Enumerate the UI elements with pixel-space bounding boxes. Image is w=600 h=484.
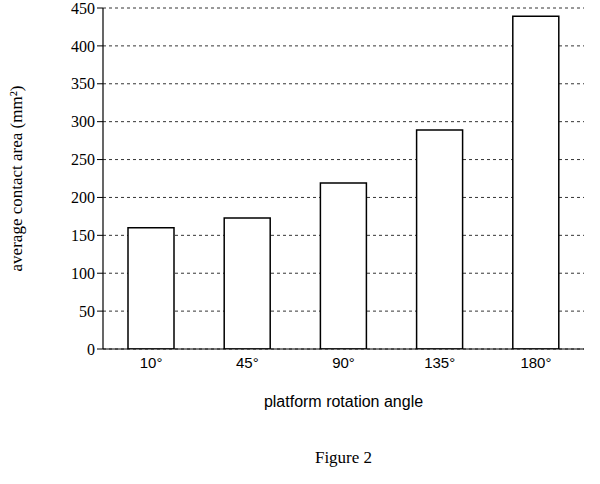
svg-text:150: 150 xyxy=(71,227,95,244)
svg-text:200: 200 xyxy=(71,189,95,206)
svg-text:350: 350 xyxy=(71,75,95,92)
svg-text:400: 400 xyxy=(71,38,95,55)
svg-text:average contact area (mm²): average contact area (mm²) xyxy=(8,86,26,272)
html-text:Figure 2: Figure 2 xyxy=(314,448,373,467)
svg-text:180°: 180° xyxy=(520,354,551,371)
svg-text:135°: 135° xyxy=(424,354,455,371)
svg-text:10°: 10° xyxy=(140,354,163,371)
svg-text:45°: 45° xyxy=(236,354,259,371)
svg-text:250: 250 xyxy=(71,151,95,168)
svg-text:90°: 90° xyxy=(332,354,355,371)
svg-text:300: 300 xyxy=(71,113,95,130)
svg-text:100: 100 xyxy=(71,265,95,282)
svg-text:0: 0 xyxy=(87,341,95,358)
svg-text:50: 50 xyxy=(79,303,95,320)
svg-text:platform rotation angle: platform rotation angle xyxy=(264,393,423,410)
svg-text:450: 450 xyxy=(71,0,95,17)
